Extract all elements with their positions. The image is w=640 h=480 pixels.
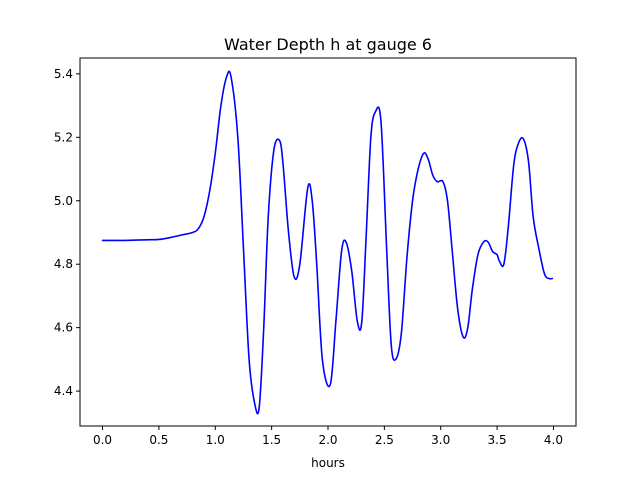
x-tick-label: 4.0 xyxy=(544,433,563,447)
y-tick-label: 4.8 xyxy=(54,257,73,271)
axes-frame xyxy=(79,57,577,427)
y-tick-label: 4.6 xyxy=(54,321,73,335)
series-line xyxy=(101,70,554,415)
x-tick-label: 3.0 xyxy=(431,433,450,447)
y-tick-label: 5.0 xyxy=(54,194,73,208)
y-tick-label: 5.2 xyxy=(54,130,73,144)
x-tick-label: 0.0 xyxy=(93,433,112,447)
y-tick-label: 5.4 xyxy=(54,67,73,81)
x-axis-label: hours xyxy=(311,456,345,470)
x-tick-label: 1.5 xyxy=(262,433,281,447)
plot-area xyxy=(101,70,554,415)
x-tick-label: 2.5 xyxy=(375,433,394,447)
x-tick-label: 1.0 xyxy=(206,433,225,447)
axis-ticks: 0.0 0.5 1.0 1.5 2.0 2.5 3.0 3.5 4.0 4.4 4.6 4.8 5.0 5… xyxy=(54,67,563,447)
chart-title: Water Depth h at gauge 6 xyxy=(224,35,432,54)
y-tick-label: 4.4 xyxy=(54,384,73,398)
x-tick-label: 2.0 xyxy=(318,433,337,447)
x-tick-label: 0.5 xyxy=(149,433,168,447)
x-tick-label: 3.5 xyxy=(488,433,507,447)
